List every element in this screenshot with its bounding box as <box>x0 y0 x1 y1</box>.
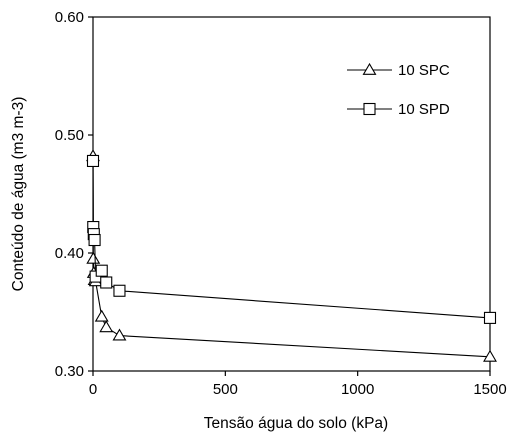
data-point <box>86 154 100 168</box>
series-line <box>92 156 491 358</box>
data-point <box>483 311 497 324</box>
legend-label: 10 SPD <box>398 101 450 118</box>
data-point <box>94 309 109 322</box>
x-tick-label: 0 <box>89 381 97 398</box>
series-triangle <box>86 149 497 362</box>
y-axis-title: Conteúdo de água (m3 m-3) <box>10 97 27 292</box>
data-point <box>86 251 101 264</box>
data-point <box>95 264 108 277</box>
legend-item: 10 SPC <box>347 62 450 79</box>
x-axis-title: Tensão água do solo (kPa) <box>204 415 388 432</box>
data-point <box>113 284 126 297</box>
legend-label: 10 SPC <box>398 62 450 79</box>
y-tick-label: 0.60 <box>55 9 84 26</box>
legend-marker <box>363 102 376 116</box>
x-tick-label: 500 <box>213 381 238 398</box>
series-line <box>92 160 491 319</box>
x-tick-label: 1500 <box>473 381 506 398</box>
x-tick-label: 1000 <box>341 381 374 398</box>
legend-item: 10 SPD <box>347 101 450 118</box>
y-tick-label: 0.30 <box>55 363 84 380</box>
y-tick-label: 0.40 <box>55 245 84 262</box>
legend-marker <box>362 62 377 75</box>
data-point <box>99 320 114 333</box>
data-point <box>88 233 101 247</box>
series-square <box>86 154 497 324</box>
y-tick-label: 0.50 <box>55 127 84 144</box>
data-point <box>483 349 497 362</box>
data-point <box>112 328 127 341</box>
data-point <box>100 276 113 289</box>
